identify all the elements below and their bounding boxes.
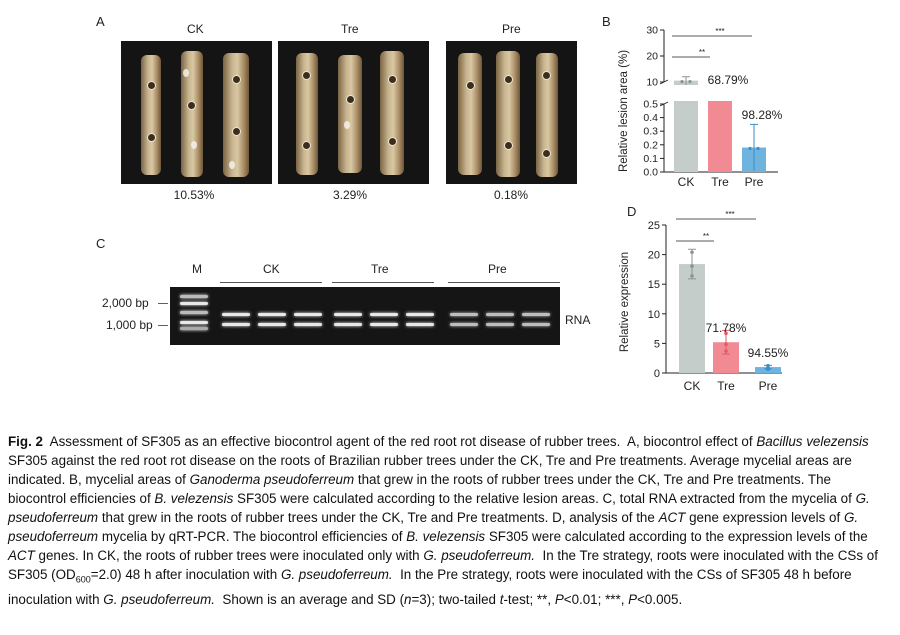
panel-b-xtick-label: Pre (745, 175, 764, 189)
panel-b-ytick-label: 0.5 (643, 99, 658, 111)
panel-b-ytick-label: 0.1 (643, 153, 658, 165)
ladder-label-1000: 1,000 bp (106, 318, 153, 332)
panel-b-letter: B (602, 14, 611, 29)
gel-ck-bracket (220, 282, 322, 283)
panel-d-point (724, 349, 728, 353)
panel-d-ytick-label: 25 (648, 220, 660, 232)
panel-d-chart: Relative expression 0 5 10 15 20 25 71.78%94.… (619, 210, 789, 393)
panel-b-point (680, 80, 684, 84)
panel-d-point (766, 364, 770, 368)
panel-a-percent-ck: 10.53% (173, 188, 215, 202)
panel-d-ytick-label: 20 (648, 250, 660, 262)
panel-b-xtick-label: Tre (711, 175, 729, 189)
panel-b-sig-long: *** (715, 27, 724, 36)
panel-b-ytick-label: 20 (646, 51, 658, 63)
panel-d-ytick-label: 15 (648, 279, 660, 291)
panel-d-xtick-label: Tre (717, 379, 735, 393)
panel-a-title-ck: CK (187, 22, 204, 36)
panel-b-bar-tre (708, 88, 732, 172)
rna-gel-image (170, 287, 560, 345)
panel-b-point (756, 146, 760, 151)
panel-d-sig-short: ** (703, 232, 709, 241)
gel-marker-label: M (192, 262, 202, 276)
panel-d-xtick-label: Pre (759, 379, 778, 393)
panel-d-bar-ck (679, 264, 705, 373)
panel-a-percent-tre: 3.29% (332, 188, 368, 202)
panel-d-efficiency-label: 94.55% (748, 346, 789, 360)
photo-pre-roots (446, 41, 577, 184)
figure-caption: Fig. 2 Assessment of SF305 as an effecti… (8, 434, 878, 607)
panel-a-letter: A (96, 14, 105, 29)
panel-d-ytick-label: 0 (654, 368, 660, 380)
panel-b-efficiency-label: 68.79% (708, 73, 749, 87)
panel-d-point (766, 367, 770, 371)
panel-d-letter: D (627, 204, 637, 219)
ladder-arrow-2000 (158, 303, 168, 304)
gel-rna-label: RNA (565, 313, 591, 327)
panel-b-ytick-label: 0.0 (643, 167, 658, 179)
panel-b-efficiency-label: 98.28% (742, 108, 783, 122)
panel-b-xtick-label: CK (678, 175, 695, 189)
gel-group-ck: CK (263, 262, 280, 276)
gel-group-tre: Tre (371, 262, 389, 276)
panel-d-point (690, 250, 694, 255)
panel-a-title-pre: Pre (502, 22, 521, 36)
panel-a-title-tre: Tre (341, 22, 359, 36)
panel-b-ytick-label: 0.4 (643, 112, 658, 124)
ladder-arrow-1000 (158, 325, 168, 326)
panel-b-point (748, 146, 752, 151)
panel-b-ytick-label: 10 (646, 77, 658, 89)
panel-b-ytick-label: 30 (646, 25, 658, 37)
panel-d-sig-long: *** (725, 210, 734, 219)
panel-d-efficiency-label: 71.78% (706, 321, 747, 335)
panel-b-ytick-label: 0.2 (643, 139, 658, 151)
photo-tre-roots (278, 41, 429, 184)
panel-b-sig-short: ** (699, 48, 705, 57)
panel-d-ytick-label: 5 (654, 338, 660, 350)
ladder-label-2000: 2,000 bp (102, 296, 149, 310)
panel-d-ylabel: Relative expression (619, 252, 631, 352)
panel-c-letter: C (96, 236, 106, 251)
panel-b-point (688, 80, 692, 84)
panel-d-point (724, 342, 728, 347)
panel-b-ylabel: Relative lesion area (%) (618, 50, 630, 172)
panel-b-chart: Relative lesion area (%) 0.0 0.1 0.20.3 0.4… (618, 25, 785, 189)
panel-d-ytick-label: 10 (648, 309, 660, 321)
panel-d-point (690, 264, 694, 268)
panel-d-point (724, 331, 728, 336)
panel-d-point (690, 274, 694, 278)
panel-a-percent-pre: 0.18% (493, 188, 529, 202)
gel-pre-bracket (448, 282, 560, 283)
gel-group-pre: Pre (488, 262, 507, 276)
panel-b-axis-break (659, 101, 669, 107)
panel-b-ytick-label: 0.3 (643, 126, 658, 138)
panel-d-xtick-label: CK (684, 379, 701, 393)
caption-fig-label: Fig. 2 (8, 434, 43, 449)
gel-tre-bracket (332, 282, 434, 283)
panel-b-axis-break (659, 79, 669, 85)
photo-ck-roots (121, 41, 272, 184)
